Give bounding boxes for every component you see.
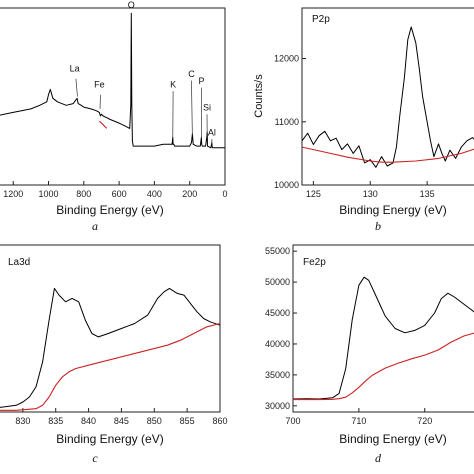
x-tick-label-d: 710 bbox=[351, 416, 366, 426]
series-background-c bbox=[0, 322, 221, 411]
panel-b: 125 130 135 10000 11000 12000 P2p Binding Energ… bbox=[253, 7, 474, 233]
plot-frame-a bbox=[0, 7, 226, 186]
panel-c: 830 835 840 845 850 855 860 La3d Binding Energy … bbox=[0, 244, 228, 465]
y-tick-label-d: 45000 bbox=[265, 308, 290, 318]
series-background-d bbox=[293, 332, 474, 401]
plot-frame-d bbox=[292, 244, 474, 413]
x-tick-label-c: 860 bbox=[212, 416, 227, 426]
y-tick-label-d: 35000 bbox=[265, 370, 290, 380]
series-background-a bbox=[99, 120, 108, 129]
peak-annotation: P bbox=[199, 76, 205, 86]
x-tick-label-a: 800 bbox=[76, 189, 91, 199]
x-tick-label-c: 840 bbox=[81, 416, 96, 426]
panel-d: 700 710 720 30000 35000 40000 45000 50000 55000 F… bbox=[265, 244, 474, 465]
peak-annotation: La bbox=[70, 64, 80, 74]
panel-title-d: Fe2p bbox=[303, 257, 326, 268]
y-tick-label-d: 30000 bbox=[265, 401, 290, 411]
x-tick-label-a: 600 bbox=[112, 189, 127, 199]
x-axis-label-d: Binding Energy (eV) bbox=[339, 432, 446, 446]
y-tick-label-d: 40000 bbox=[265, 339, 290, 349]
series-spectrum-b bbox=[301, 26, 474, 168]
series-spectrum-a bbox=[0, 12, 225, 149]
x-tick-label-d: 700 bbox=[285, 416, 300, 426]
x-tick-label-d: 720 bbox=[417, 416, 432, 426]
annotation-leader-line bbox=[75, 78, 78, 97]
panel-title-b: P2p bbox=[312, 14, 330, 25]
x-tick-label-c: 850 bbox=[147, 416, 162, 426]
x-tick-label-a: 200 bbox=[182, 189, 197, 199]
x-axis-label-c: Binding Energy (eV) bbox=[56, 432, 163, 446]
x-tick-label-c: 835 bbox=[48, 416, 63, 426]
peak-annotation: Si bbox=[203, 103, 211, 113]
y-tick-label-b: 12000 bbox=[274, 54, 299, 64]
x-axis-label-a: Binding Energy (eV) bbox=[56, 203, 163, 217]
x-tick-label-a: 1000 bbox=[39, 189, 59, 199]
y-tick-label-b: 10000 bbox=[274, 180, 299, 190]
y-tick-label-b: 11000 bbox=[275, 117, 299, 127]
peak-annotation: O bbox=[128, 0, 135, 10]
peak-annotation: Fe bbox=[94, 80, 105, 90]
x-tick-label-c: 830 bbox=[15, 416, 30, 426]
y-tick-label-d: 50000 bbox=[265, 277, 290, 287]
series-background-b bbox=[301, 146, 474, 163]
annotation-leader-line bbox=[191, 80, 193, 136]
series-spectrum-d bbox=[292, 276, 474, 400]
peak-annotation: C bbox=[188, 69, 195, 79]
x-tick-label-c: 845 bbox=[114, 416, 129, 426]
plot-frame-b bbox=[301, 7, 474, 186]
x-tick-label-c: 855 bbox=[180, 416, 195, 426]
y-tick-label-d: 55000 bbox=[265, 246, 290, 256]
panel-label-c: c bbox=[92, 451, 98, 465]
x-axis-label-b: Binding Energy (eV) bbox=[339, 203, 446, 217]
x-tick-label-a: 1200 bbox=[3, 189, 23, 199]
panel-label-a: a bbox=[92, 219, 98, 233]
x-tick-label-a: 0 bbox=[222, 189, 227, 199]
y-axis-label-b: Counts/s bbox=[253, 74, 265, 118]
peak-annotation: Al bbox=[208, 127, 216, 137]
panel-title-c: La3d bbox=[8, 257, 30, 268]
x-tick-label-b: 130 bbox=[363, 189, 378, 199]
x-tick-label-b: 135 bbox=[420, 189, 435, 199]
peak-annotation: K bbox=[170, 80, 176, 90]
x-tick-label-b: 125 bbox=[306, 189, 321, 199]
x-tick-label-a: 400 bbox=[147, 189, 162, 199]
panel-a: 120010008006004002000gLaFeOKCPSiAlBindin… bbox=[0, 0, 228, 233]
plot-frame-c bbox=[0, 244, 221, 413]
panel-label-d: d bbox=[375, 451, 382, 465]
series-spectrum-c bbox=[0, 287, 221, 408]
panel-label-b: b bbox=[375, 219, 381, 233]
